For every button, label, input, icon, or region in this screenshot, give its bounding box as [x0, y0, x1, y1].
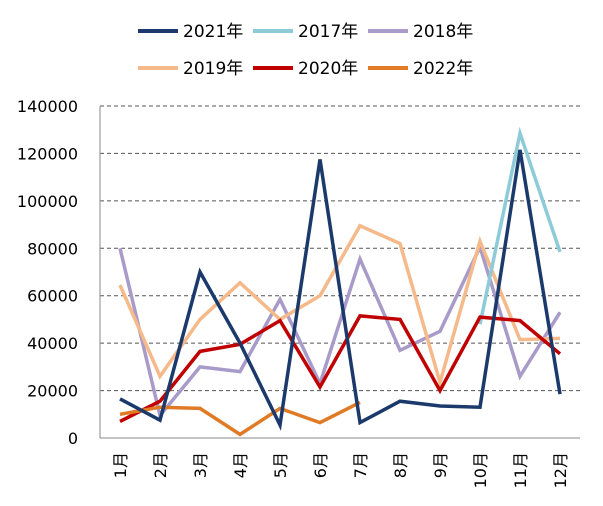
axes [99, 106, 580, 439]
y-axis-ticks: 0 20000 40000 60000 80000 100000 120000 140000 [17, 97, 78, 448]
legend-label: 2020年 [298, 59, 358, 79]
legend-label: 2021年 [183, 22, 243, 42]
x-tick-label: 4月 [231, 452, 250, 478]
x-tick-label: 6月 [311, 452, 330, 478]
y-tick-label: 40000 [27, 334, 78, 353]
legend-label: 2019年 [183, 59, 243, 79]
series-line [118, 242, 562, 420]
legend: 2021年 2017年 2018年 2019年 2020年 2022年 [138, 22, 473, 79]
x-tick-label: 10月 [471, 452, 490, 488]
x-tick-label: 2月 [151, 452, 170, 478]
legend-item: 2019年 [138, 59, 243, 79]
x-axis-ticks: 1月 2月 3月 4月 5月 6月 7月 8月 9月 10月 11月 12月 [111, 452, 570, 488]
legend-item: 2020年 [253, 59, 358, 79]
legend-label: 2017年 [298, 22, 358, 42]
x-tick-label: 8月 [391, 452, 410, 478]
legend-item: 2021年 [138, 22, 243, 42]
legend-item: 2018年 [368, 22, 473, 42]
series-lines [118, 126, 562, 437]
y-tick-label: 100000 [17, 192, 78, 211]
x-tick-label: 12月 [551, 452, 570, 488]
y-tick-label: 140000 [17, 97, 78, 116]
x-tick-label: 1月 [111, 452, 130, 478]
x-tick-label: 11月 [511, 452, 530, 488]
series-line [118, 223, 561, 389]
legend-label: 2018年 [413, 22, 473, 42]
x-tick-label: 5月 [271, 452, 290, 478]
x-tick-label: 9月 [431, 452, 450, 478]
x-tick-label: 3月 [191, 452, 210, 478]
y-tick-label: 120000 [17, 144, 78, 163]
y-tick-label: 0 [68, 429, 78, 448]
series-line [119, 149, 562, 431]
y-tick-label: 20000 [27, 382, 78, 401]
series-line [119, 314, 562, 423]
y-tick-label: 80000 [27, 239, 78, 258]
series-line [478, 126, 562, 325]
y-tick-label: 60000 [27, 287, 78, 306]
x-tick-label: 7月 [351, 452, 370, 478]
legend-label: 2022年 [413, 59, 473, 79]
series-line [119, 400, 361, 437]
legend-item: 2022年 [368, 59, 473, 79]
legend-item: 2017年 [253, 22, 358, 42]
